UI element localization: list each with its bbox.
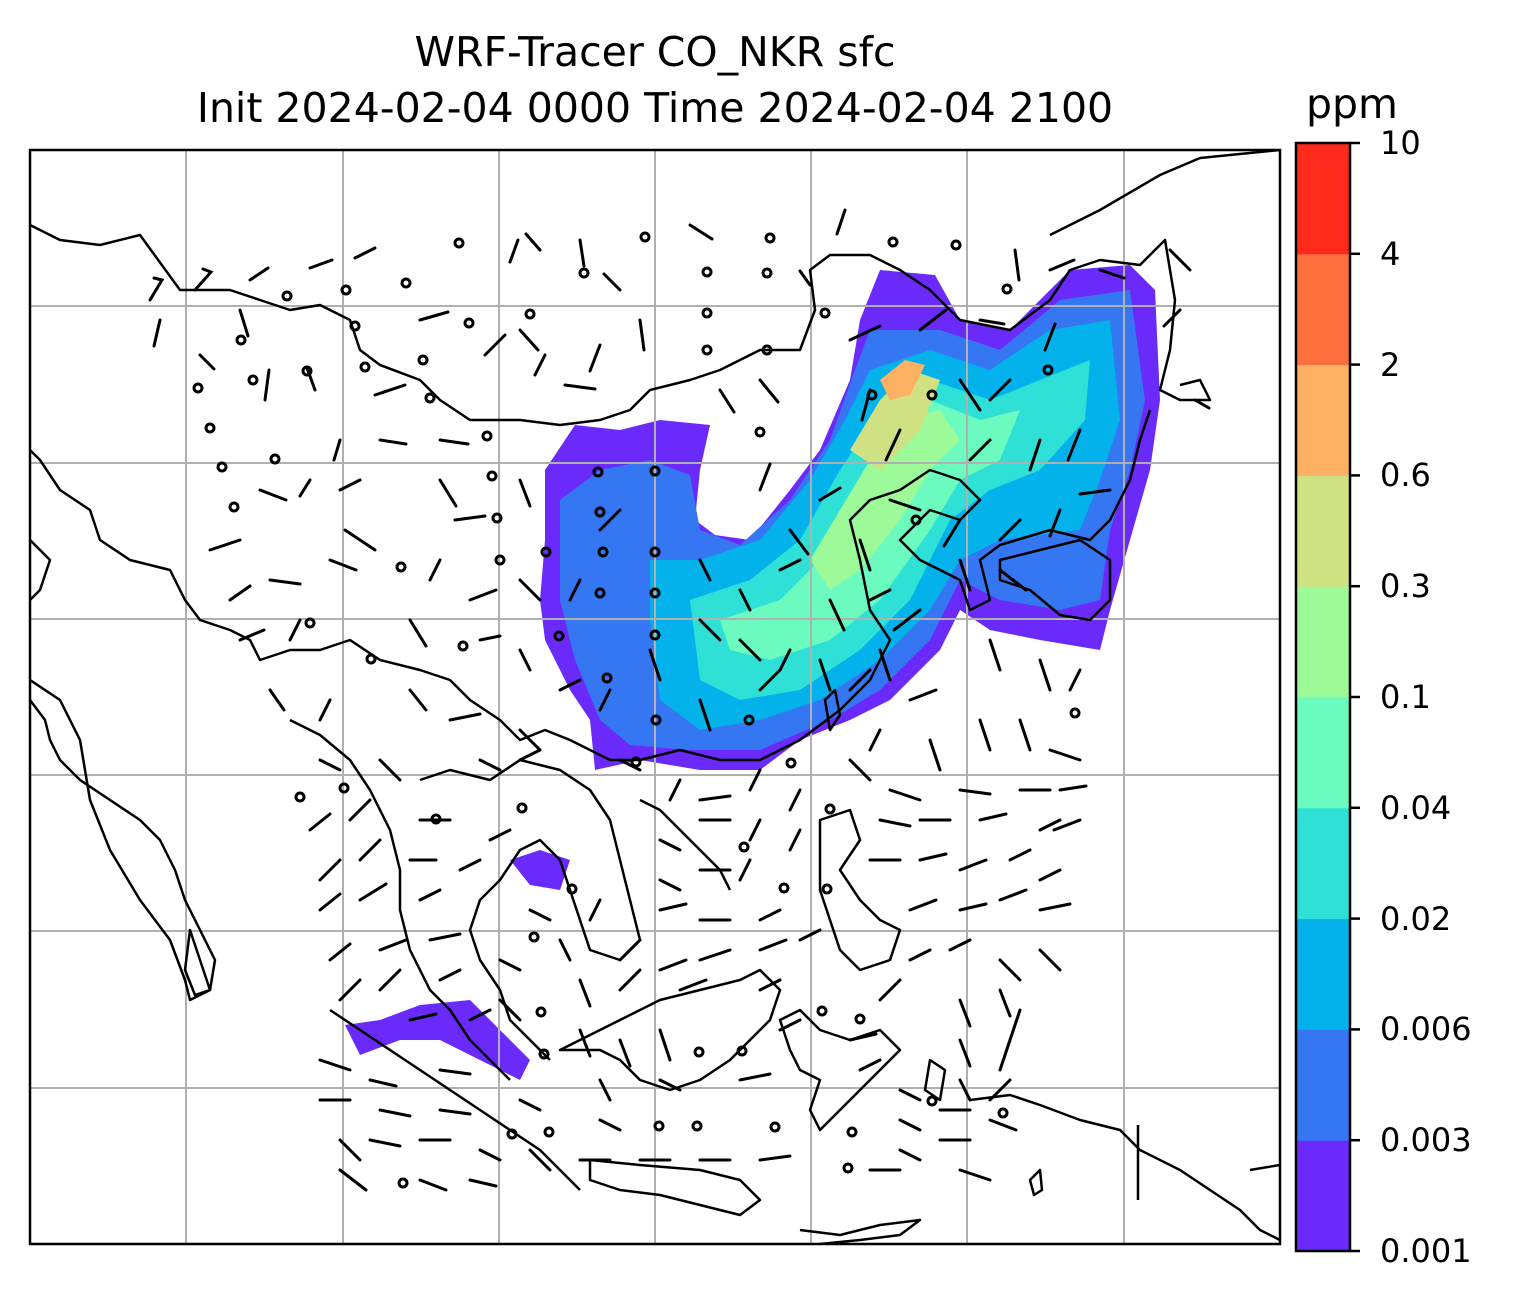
colorbar-segment [1296,1029,1350,1141]
colorbar-tick-label: 0.3 [1380,567,1431,606]
colorbar-tick-label: 2 [1380,345,1401,384]
plume-sumatra-patch [345,1000,530,1080]
colorbar-tick-label: 0.6 [1380,456,1431,495]
plume-level8 [880,360,925,400]
colorbar-tick-label: 10 [1380,124,1421,162]
map-frame [28,148,1282,1246]
colorbar-unit: ppm [1306,80,1398,128]
colorbar-segment [1296,143,1350,255]
colorbar-segment [1296,586,1350,698]
wind-barbs [148,208,1211,1192]
plume-level6 [810,410,960,590]
coastlines [30,150,1280,1244]
map-title-line1: WRF-Tracer CO_NKR sfc [414,28,896,76]
calm-wind-circles [192,231,1081,1189]
colorbar-segment [1296,364,1350,476]
colorbar-segment [1296,918,1350,1030]
graticule [30,150,1280,1244]
colorbar-segment [1296,807,1350,920]
plume-south-patch [510,850,570,890]
colorbar [1294,141,1360,1253]
colorbar-tick-label: 4 [1380,234,1401,273]
map-title-line2: Init 2024-02-04 0000 Time 2024-02-04 210… [196,84,1114,132]
colorbar-tick-label: 0.003 [1380,1121,1472,1160]
colorbar-tick-label: 0.04 [1380,788,1452,827]
co-tracer-field [345,265,1160,1080]
colorbar-segment [1296,697,1350,809]
colorbar-segment [1296,1140,1350,1252]
colorbar-tick-label: 0.006 [1380,1010,1472,1049]
colorbar-tick-label: 0.001 [1380,1232,1472,1270]
colorbar-tick-label: 0.02 [1380,899,1452,938]
plume-level7 [850,370,940,470]
colorbar-segment [1296,253,1350,366]
colorbar-segment [1296,475,1350,587]
colorbar-tick-label: 0.1 [1380,678,1431,716]
